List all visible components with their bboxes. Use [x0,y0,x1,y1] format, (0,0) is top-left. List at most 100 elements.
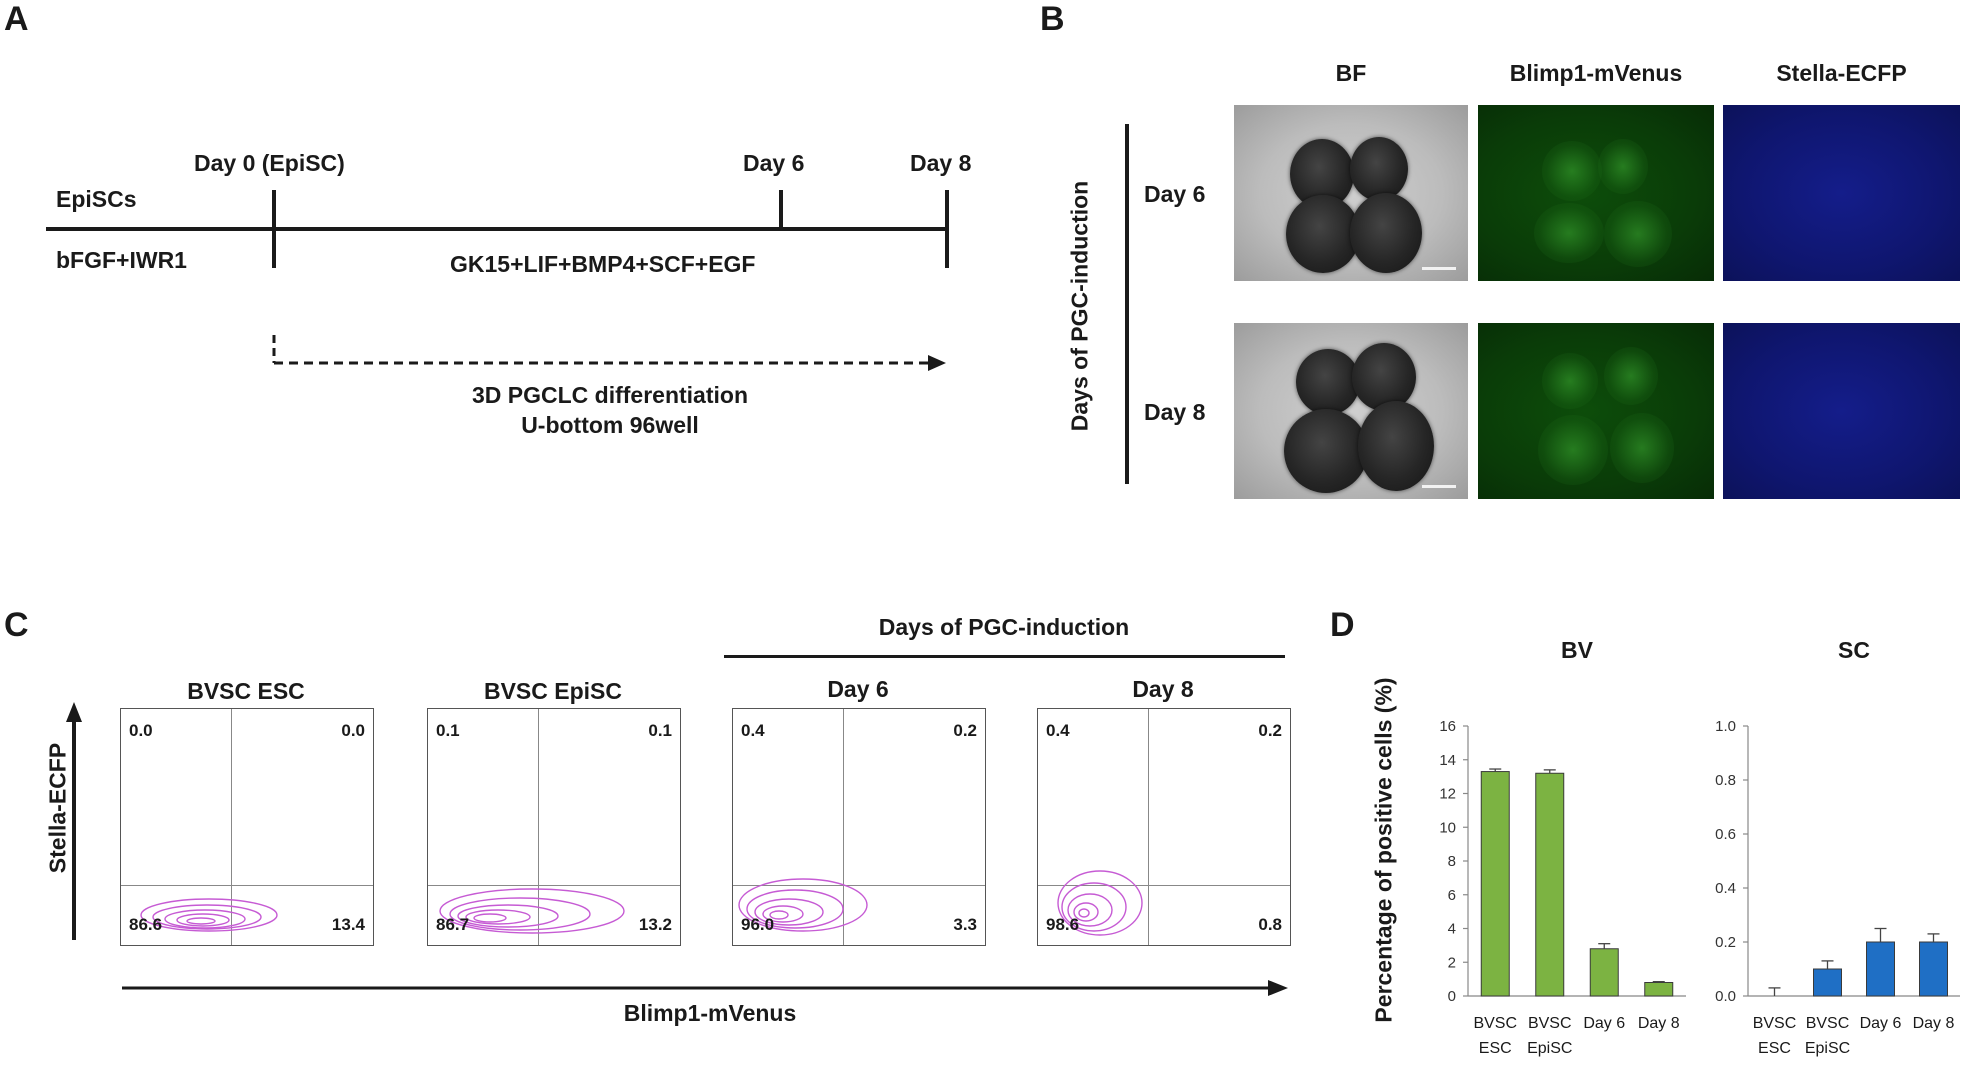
panel-letter-a: A [4,0,29,38]
panel-c-group-title: Days of PGC-induction [878,614,1130,640]
method-line1: 3D PGCLC differentiation [471,382,748,408]
col-header-stella: Stella-ECFP [1776,60,1907,86]
y-tick-label: 10 [1439,819,1456,836]
scale-bar [1422,485,1456,488]
episcs-label: EpiSCs [56,186,137,212]
fluorescent-signal [1542,353,1598,409]
flow-title-1: BVSC ESC [187,678,305,704]
quadrant-lr: 13.4 [331,915,365,934]
row-label-day8: Day 8 [1144,399,1206,425]
quadrant-ul: 0.4 [1046,721,1070,740]
fluorescent-signal [1542,141,1602,201]
x-tick-label: BVSC [1528,1015,1572,1032]
quadrant-ll: 96.0 [741,915,775,934]
row-label-day6: Day 6 [1144,181,1206,207]
y-tick-label: 16 [1439,718,1456,735]
y-tick-label: 14 [1439,752,1456,769]
day6-label: Day 6 [743,150,805,176]
fluorescent-signal [1604,201,1672,267]
quadrant-ll: 86.6 [129,915,163,934]
stella-day6-image [1723,105,1960,281]
bar-1-2 [1866,941,1895,997]
y-tick-label: 0.4 [1715,880,1736,897]
fluorescent-signal [1538,415,1608,485]
method-line2: U-bottom 96well [521,412,699,438]
chart-title-1: SC [1838,637,1870,663]
y-tick-label: 0.0 [1715,988,1736,1005]
flow-plot-bvsc-esc: 0.0 0.0 86.6 13.4 [120,708,374,946]
y-tick-label: 1.0 [1715,718,1736,735]
row-bracket-line [1125,124,1129,484]
fluorescent-signal [1534,203,1604,263]
quadrant-ul: 0.1 [436,721,460,740]
flow-x-axis-title: Blimp1-mVenus [623,1000,797,1026]
flow-axis-arrows [66,702,1288,996]
panel-letter-b: B [1040,0,1065,38]
y-tick-label: 0.8 [1715,772,1736,789]
flow-plot-day8: 0.4 0.2 98.6 0.8 [1037,708,1291,946]
quadrant-ur: 0.1 [648,721,672,740]
col-header-bf: BF [1335,60,1367,86]
x-tick-label: ESC [1758,1040,1791,1057]
embryoid-body [1352,343,1416,411]
embryoid-body [1284,409,1368,493]
flow-title-4: Day 8 [1132,676,1194,702]
fluorescent-signal [1610,413,1674,483]
col-header-blimp1: Blimp1-mVenus [1509,60,1683,86]
chart-title-0: BV [1561,637,1594,663]
bf-day6-image [1234,105,1468,281]
x-tick-label: Day 6 [1860,1015,1902,1032]
x-tick-label: BVSC [1806,1015,1850,1032]
x-tick-label: EpiSC [1527,1040,1572,1057]
group-bracket-line [724,655,1285,658]
x-tick-label: Day 6 [1583,1015,1625,1032]
flow-title-2: BVSC EpiSC [483,678,623,704]
induction-medium-label: GK15+LIF+BMP4+SCF+EGF [450,251,756,277]
embryoid-body [1350,193,1422,273]
panel-letter-c: C [4,606,29,644]
bar-0-2 [1589,948,1619,997]
flow-title-3: Day 6 [827,676,889,702]
fluorescent-signal [1598,139,1648,194]
x-tick-label: BVSC [1473,1015,1517,1032]
blimp1-day6-image [1478,105,1714,281]
quadrant-lr: 0.8 [1258,915,1282,934]
blimp1-day8-image [1478,323,1714,499]
embryoid-body [1286,195,1360,273]
y-tick-label: 6 [1448,887,1456,904]
quadrant-ul: 0.0 [129,721,153,740]
quadrant-ll: 86.7 [436,915,470,934]
bar-0-1 [1535,772,1565,997]
y-tick-label: 4 [1448,921,1456,938]
scale-bar [1422,267,1456,270]
flow-plot-day6: 0.4 0.2 96.0 3.3 [732,708,986,946]
x-tick-label: EpiSC [1805,1040,1850,1057]
x-tick-label: ESC [1479,1040,1512,1057]
day8-label: Day 8 [910,150,972,176]
bar-1-1 [1813,968,1842,997]
x-tick-label: Day 8 [1638,1015,1680,1032]
y-tick-label: 8 [1448,853,1456,870]
quadrant-ur: 0.2 [1258,721,1282,740]
bar-y-axis-title: Percentage of positive cells (%) [1370,677,1397,1023]
day0-label: Day 0 (EpiSC) [194,150,345,176]
embryoid-body [1358,401,1434,491]
bf-day8-image [1234,323,1468,499]
quadrant-ll: 98.6 [1046,915,1080,934]
stella-day8-image [1723,323,1960,499]
y-tick-label: 2 [1448,954,1456,971]
pre-medium-label: bFGF+IWR1 [56,247,187,273]
quadrant-ur: 0.0 [341,721,365,740]
quadrant-ul: 0.4 [741,721,765,740]
x-tick-label: BVSC [1753,1015,1797,1032]
y-tick-label: 0 [1448,988,1456,1005]
bar-1-3 [1919,941,1948,997]
timeline-diagram [46,190,949,371]
bar-0-3 [1644,982,1674,997]
fluorescent-signal [1604,347,1658,405]
embryoid-body [1350,137,1408,201]
panel-letter-d: D [1330,606,1355,644]
x-tick-label: Day 8 [1913,1015,1955,1032]
y-tick-label: 12 [1439,786,1456,803]
quadrant-lr: 3.3 [953,915,977,934]
